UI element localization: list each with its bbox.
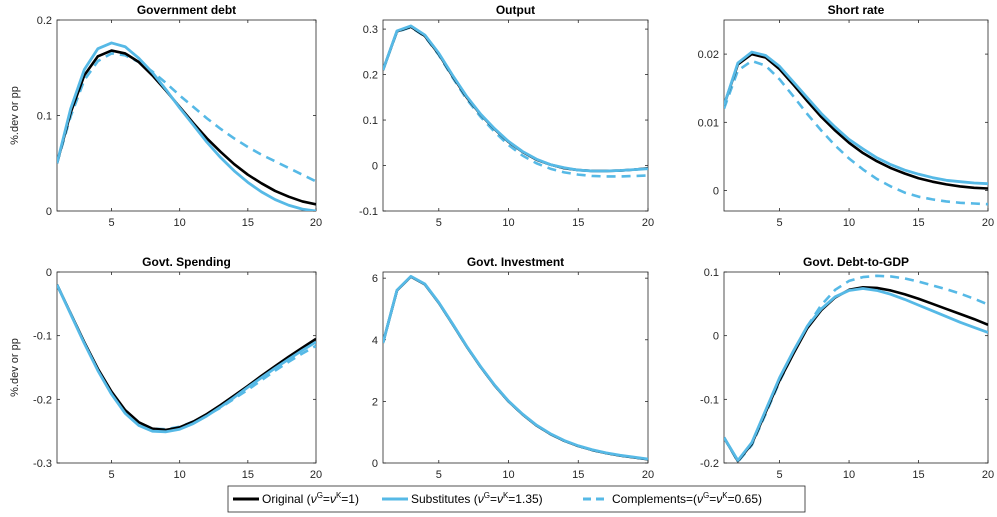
x-tick-label: 20 [310, 469, 322, 481]
y-tick-label: 0.3 [363, 24, 378, 36]
y-tick-label: 0 [713, 331, 719, 343]
x-tick-label: 10 [174, 469, 186, 481]
panel-title: Short rate [828, 3, 885, 17]
legend: Original (νG=νK=1) Substitutes (νG=νK=1.… [227, 485, 806, 513]
series-line-substitutes [57, 284, 316, 434]
panel-2: 5 10 15 20 -0.1 0 0.1 0.2 0.3 Output [359, 3, 654, 229]
series-line-substitutes [724, 50, 988, 186]
y-tick-label: 6 [372, 273, 378, 285]
legend-box [227, 485, 806, 513]
y-tick-label: 0.1 [363, 115, 378, 127]
x-tick-label: 20 [642, 469, 654, 481]
panel-title: Govt. Spending [142, 255, 231, 269]
x-tick-label: 10 [502, 217, 514, 229]
x-tick-label: 5 [108, 469, 114, 481]
x-tick-label: 5 [436, 217, 442, 229]
panel-5: 5 10 15 20 0 2 4 6 Govt. Investment [372, 255, 654, 481]
panel-1: 5 10 15 20 0 0.1 0.2 Government debt %.dev or pp [9, 3, 322, 229]
series-line-substitutes [383, 24, 648, 173]
x-tick-label: 10 [843, 217, 855, 229]
series-line-original [724, 52, 988, 190]
y-tick-label: 0 [46, 267, 52, 279]
panel-title: Output [496, 3, 535, 17]
x-tick-label: 5 [108, 217, 114, 229]
y-tick-label: 0.1 [704, 267, 719, 279]
y-tick-label: 0 [372, 161, 378, 173]
y-tick-label: -0.2 [700, 458, 719, 470]
x-tick-label: 5 [777, 217, 783, 229]
panel-6: 5 10 15 20 -0.2 -0.1 0 0.1 Govt. Debt-to-GDP [700, 255, 994, 481]
y-tick-label: -0.2 [33, 394, 52, 406]
panel-3: 5 10 15 20 0 0.01 0.02 Short rate [698, 3, 995, 229]
x-tick-label: 15 [572, 217, 584, 229]
plot-area [382, 19, 649, 212]
series-line-complements [724, 59, 988, 206]
series-line-substitutes [383, 274, 648, 461]
x-tick-label: 15 [242, 469, 254, 481]
x-tick-label: 20 [310, 217, 322, 229]
y-axis-label: %.dev or pp [9, 86, 21, 145]
x-tick-label: 20 [982, 217, 994, 229]
y-tick-label: 0.1 [37, 111, 52, 123]
x-tick-label: 15 [242, 217, 254, 229]
legend-label-substitutes: Substitutes (νG=νK=1.35) [411, 491, 543, 506]
y-axis-label: %.dev or pp [9, 338, 21, 397]
x-tick-label: 20 [982, 469, 994, 481]
x-tick-label: 10 [843, 469, 855, 481]
x-tick-label: 10 [174, 217, 186, 229]
y-tick-label: 0 [713, 186, 719, 198]
y-tick-label: 0 [46, 206, 52, 218]
y-tick-label: 0.2 [37, 15, 52, 27]
series-line-substitutes [57, 41, 316, 211]
y-tick-label: -0.1 [359, 206, 378, 218]
y-tick-label: 4 [372, 335, 378, 347]
plot-area [723, 271, 989, 464]
y-tick-label: 0 [372, 458, 378, 470]
y-tick-label: 0.2 [363, 70, 378, 82]
y-tick-label: -0.1 [33, 331, 52, 343]
x-tick-label: 10 [502, 469, 514, 481]
plot-area [382, 271, 649, 464]
panel-title: Govt. Investment [467, 255, 564, 269]
x-tick-label: 5 [436, 469, 442, 481]
y-tick-label: 0.02 [698, 49, 719, 61]
y-tick-label: -0.1 [700, 394, 719, 406]
legend-label-original: Original (νG=νK=1) [262, 491, 359, 506]
x-tick-label: 15 [912, 469, 924, 481]
x-tick-label: 5 [777, 469, 783, 481]
series-line-substitutes [724, 287, 988, 462]
plot-area [723, 19, 989, 212]
x-tick-label: 15 [912, 217, 924, 229]
legend-label-complements: Complements=(νG=νK=0.65) [612, 491, 762, 506]
y-tick-label: -0.3 [33, 458, 52, 470]
x-tick-label: 20 [642, 217, 654, 229]
y-tick-label: 0.01 [698, 117, 719, 129]
y-tick-label: 2 [372, 396, 378, 408]
series-line-complements [57, 52, 316, 183]
panel-title: Government debt [137, 3, 236, 17]
x-tick-label: 15 [572, 469, 584, 481]
panel-title: Govt. Debt-to-GDP [803, 255, 909, 269]
panel-4: 5 10 15 20 -0.3 -0.2 -0.1 0 Govt. Spending %.dev … [9, 255, 322, 481]
